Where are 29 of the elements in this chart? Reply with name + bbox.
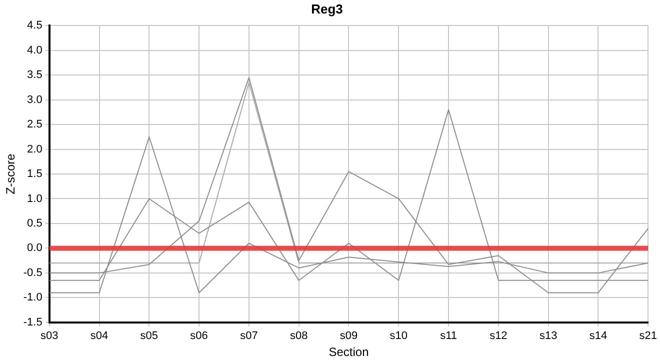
y-tick-label: 3.0 [27,94,42,106]
y-tick-label: -1.5 [23,316,42,328]
x-tick-label: s07 [240,330,258,342]
x-tick-label: s03 [40,330,58,342]
x-tick-label: s10 [390,330,408,342]
x-tick-label: s12 [490,330,508,342]
x-tick-label: s14 [589,330,608,342]
x-tick-label: s13 [539,330,558,342]
y-tick-label: 0.5 [27,218,42,230]
chart-title: Reg3 [311,1,343,16]
y-tick-label: 2.0 [27,143,42,156]
y-tick-label: -0.5 [23,266,42,279]
y-tick-label: 3.5 [27,69,42,82]
x-tick-label: s06 [190,330,208,342]
y-tick-label: 4.5 [27,20,42,32]
y-tick-label: 1.5 [27,168,42,180]
x-tick-label: s11 [440,330,457,342]
x-axis-title: Section [328,345,369,360]
x-tick-label: s08 [290,330,308,342]
y-tick-label: 1.0 [27,192,42,205]
x-tick-label: s04 [90,330,108,342]
y-tick-label: 4.0 [27,44,42,56]
x-tick-label: s21 [639,330,658,342]
y-tick-label: 2.5 [27,118,42,131]
x-tick-label: s05 [140,330,158,342]
y-axis-title: Z-score [4,153,18,194]
x-tick-label: s09 [340,330,358,342]
y-tick-label: 0.0 [27,242,42,254]
y-tick-label: -1.0 [23,292,42,304]
